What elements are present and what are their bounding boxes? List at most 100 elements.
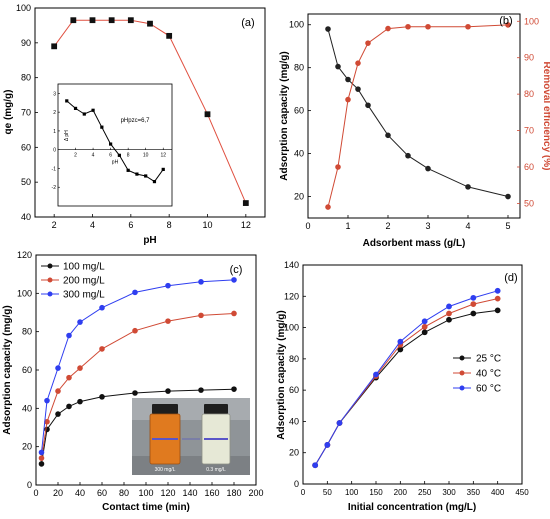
panel-a-xtick-label: 6: [128, 220, 133, 230]
panel-c-data-point: [165, 388, 171, 394]
vial-cap: [152, 404, 178, 414]
panel-a-inset-point: [126, 168, 130, 172]
panel-a-xtick-label: 8: [167, 220, 172, 230]
vial-caption: 0.3 mg/L: [206, 467, 226, 473]
panel-c-data-point: [77, 365, 83, 371]
panel-c-data-point: [198, 387, 204, 393]
panel-c-data-point: [38, 455, 45, 461]
panel-a-data-point: [147, 20, 153, 27]
panel-c-ytick-label: 20: [22, 442, 32, 452]
panel-c-xtick-label: 100: [138, 488, 153, 498]
panel-d-data-point: [421, 318, 428, 325]
panel-c-legend-label: 300 mg/L: [63, 290, 105, 301]
panel-b-xtick-label: 0: [305, 221, 310, 231]
panel-d-data-point: [397, 346, 404, 353]
panel-d-ytick-label: 140: [284, 260, 299, 270]
panel-c-data-point: [66, 374, 72, 381]
panel-b-data-point: [425, 23, 431, 30]
panel-d-legend-marker: [459, 385, 465, 391]
panel-a-inset-point: [65, 99, 69, 103]
panel-c-data-point: [38, 461, 45, 467]
panel-d-series-line: [314, 298, 498, 466]
panel-c-xtick-label: 200: [248, 488, 263, 498]
panel-d-xtick-label: 0: [301, 488, 306, 497]
panel-c-ytick-label: 0: [27, 480, 32, 490]
vial-caption: 300 mg/L: [155, 467, 176, 473]
panel-b-ytick-label: 100: [289, 20, 304, 30]
panel-d-data-point: [470, 301, 477, 308]
panel-b-data-point: [465, 184, 471, 190]
panel-d-data-point: [446, 310, 452, 317]
panel-d-ytick-label: 80: [289, 354, 299, 364]
panel-a-ylabel: qe (mg/g): [3, 90, 14, 135]
panel-d-data-point: [397, 338, 404, 345]
panel-b-y2tick-label: 50: [524, 198, 534, 208]
panel-d-legend-label: 25 °C: [476, 354, 501, 365]
panel-c-data-point: [99, 394, 105, 400]
panel-b-data-point: [405, 23, 411, 30]
panel-c-data-point: [198, 279, 204, 285]
panel-c-data-point: [44, 397, 50, 404]
panel-c-ytick-label: 100: [17, 288, 32, 298]
panel-d-data-point: [494, 295, 501, 302]
panel-a-inset-xtick-label: 4: [92, 153, 95, 159]
panel-a-ytick-label: 80: [21, 73, 31, 83]
panel-b-xtick-label: 4: [465, 221, 470, 231]
panel-c-photo-inset: 300 mg/L 0.3 mg/L: [132, 398, 250, 475]
panel-a-data-point: [204, 111, 211, 118]
panel-c-ylabel: Adsorption capacity (mg/g): [2, 305, 13, 434]
vial-label-stripe: [204, 438, 228, 440]
panel-c-data-point: [55, 365, 61, 371]
panel-c-data-point: [55, 411, 61, 417]
panel-b-frame: [307, 13, 521, 219]
panel-b-data-point: [345, 76, 351, 83]
panel-a-data-point: [51, 43, 58, 50]
panel-c-data-point: [38, 449, 45, 456]
panel-b-xtick-label: 2: [385, 221, 390, 231]
panel-a-inset-frame: [57, 83, 173, 207]
panel-b-y2tick-label: 60: [524, 162, 534, 172]
panel-d-data-point: [421, 323, 428, 330]
panel-c-ytick-label: 40: [22, 403, 32, 413]
panel-c-data-point: [66, 332, 72, 339]
panel-a-data-point: [166, 32, 173, 39]
panel-a-xlabel: pH: [143, 235, 156, 246]
panel-b-y2tick-label: 80: [524, 89, 534, 99]
panel-a-data-point: [108, 17, 115, 24]
panel-a-inset-ytick-label: 0: [53, 148, 56, 154]
panel-c-data-point: [99, 346, 105, 352]
panel-d-series-line: [314, 290, 498, 466]
panel-c-xtick-label: 120: [160, 488, 175, 498]
panel-a-inset-xlabel: pH: [112, 160, 119, 166]
panel-a-inset-ytick-label: -2: [52, 185, 57, 191]
panel-c-legend-label: 200 mg/L: [63, 276, 105, 287]
panel-b-xtick-label: 3: [425, 221, 430, 231]
panel-b-data-point: [355, 60, 361, 66]
panel-a-ytick-label: 60: [21, 142, 31, 152]
panel-a-inset-ytick-label: 1: [53, 129, 56, 135]
panel-b-series-line: [327, 24, 509, 208]
panel-b-data-point: [365, 102, 371, 109]
panel-b-y2tick-label: 70: [524, 126, 534, 136]
panel-c-xtick-label: 0: [33, 488, 38, 498]
panel-b-xtick-label: 5: [505, 221, 510, 231]
panel-d-data-point: [324, 441, 331, 448]
panel-a-inset-point: [161, 167, 165, 172]
panel-d-ytick-label: 120: [284, 291, 299, 301]
panel-d-ytick-label: 60: [289, 385, 299, 395]
panel-c-data-point: [132, 390, 138, 396]
panel-d-label: (d): [504, 272, 517, 284]
panel-b-data-point: [335, 164, 341, 170]
panel-d-ylabel: Adsorption capacity (mg/g): [276, 310, 287, 439]
panel-c-xtick-label: 180: [226, 488, 241, 498]
panel-a-inset-xtick-label: 8: [127, 153, 130, 159]
panel-a-ytick-label: 50: [21, 177, 31, 187]
panel-c-xtick-label: 20: [53, 488, 63, 498]
vial-cap: [204, 404, 228, 414]
panel-d-xtick-label: 200: [394, 488, 408, 497]
panel-d-legend-marker: [459, 355, 465, 361]
panel-a-inset-point: [152, 180, 157, 184]
panel-a-inset-annotation: pHpzc=6,7: [121, 118, 151, 124]
panel-d-ytick-label: 0: [294, 479, 299, 489]
panel-b-data-point: [505, 193, 511, 200]
